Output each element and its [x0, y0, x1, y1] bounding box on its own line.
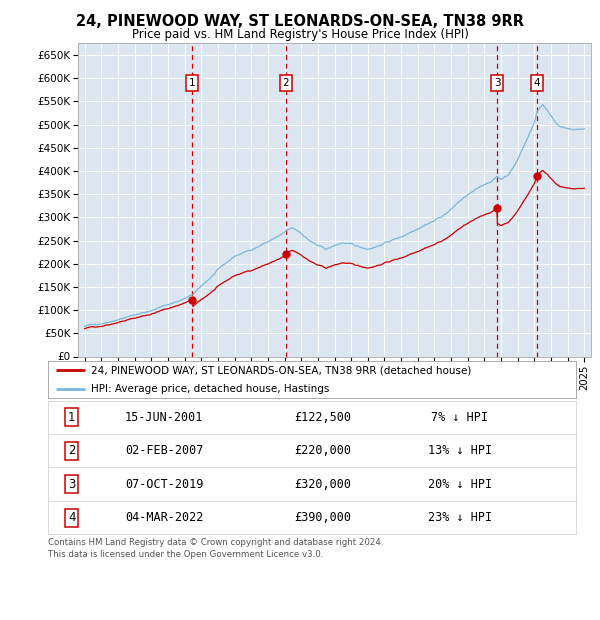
Text: 1: 1: [68, 411, 76, 423]
Text: 2: 2: [68, 445, 76, 457]
Text: £122,500: £122,500: [294, 411, 351, 423]
Text: 4: 4: [534, 78, 541, 88]
Text: 02-FEB-2007: 02-FEB-2007: [125, 445, 203, 457]
Text: 2: 2: [283, 78, 289, 88]
Text: 3: 3: [68, 478, 76, 490]
Text: £220,000: £220,000: [294, 445, 351, 457]
Text: 15-JUN-2001: 15-JUN-2001: [125, 411, 203, 423]
Text: 3: 3: [494, 78, 500, 88]
Text: Contains HM Land Registry data © Crown copyright and database right 2024.: Contains HM Land Registry data © Crown c…: [48, 538, 383, 547]
Text: This data is licensed under the Open Government Licence v3.0.: This data is licensed under the Open Gov…: [48, 550, 323, 559]
Text: 04-MAR-2022: 04-MAR-2022: [125, 512, 203, 524]
Text: 23% ↓ HPI: 23% ↓ HPI: [428, 512, 492, 524]
Text: 24, PINEWOOD WAY, ST LEONARDS-ON-SEA, TN38 9RR: 24, PINEWOOD WAY, ST LEONARDS-ON-SEA, TN…: [76, 14, 524, 29]
Text: £390,000: £390,000: [294, 512, 351, 524]
Text: 07-OCT-2019: 07-OCT-2019: [125, 478, 203, 490]
Text: HPI: Average price, detached house, Hastings: HPI: Average price, detached house, Hast…: [91, 384, 329, 394]
Text: 4: 4: [68, 512, 76, 524]
Text: 20% ↓ HPI: 20% ↓ HPI: [428, 478, 492, 490]
Text: 7% ↓ HPI: 7% ↓ HPI: [431, 411, 488, 423]
Text: £320,000: £320,000: [294, 478, 351, 490]
Text: 24, PINEWOOD WAY, ST LEONARDS-ON-SEA, TN38 9RR (detached house): 24, PINEWOOD WAY, ST LEONARDS-ON-SEA, TN…: [91, 365, 472, 375]
Text: 13% ↓ HPI: 13% ↓ HPI: [428, 445, 492, 457]
Text: 1: 1: [189, 78, 196, 88]
Text: Price paid vs. HM Land Registry's House Price Index (HPI): Price paid vs. HM Land Registry's House …: [131, 28, 469, 41]
